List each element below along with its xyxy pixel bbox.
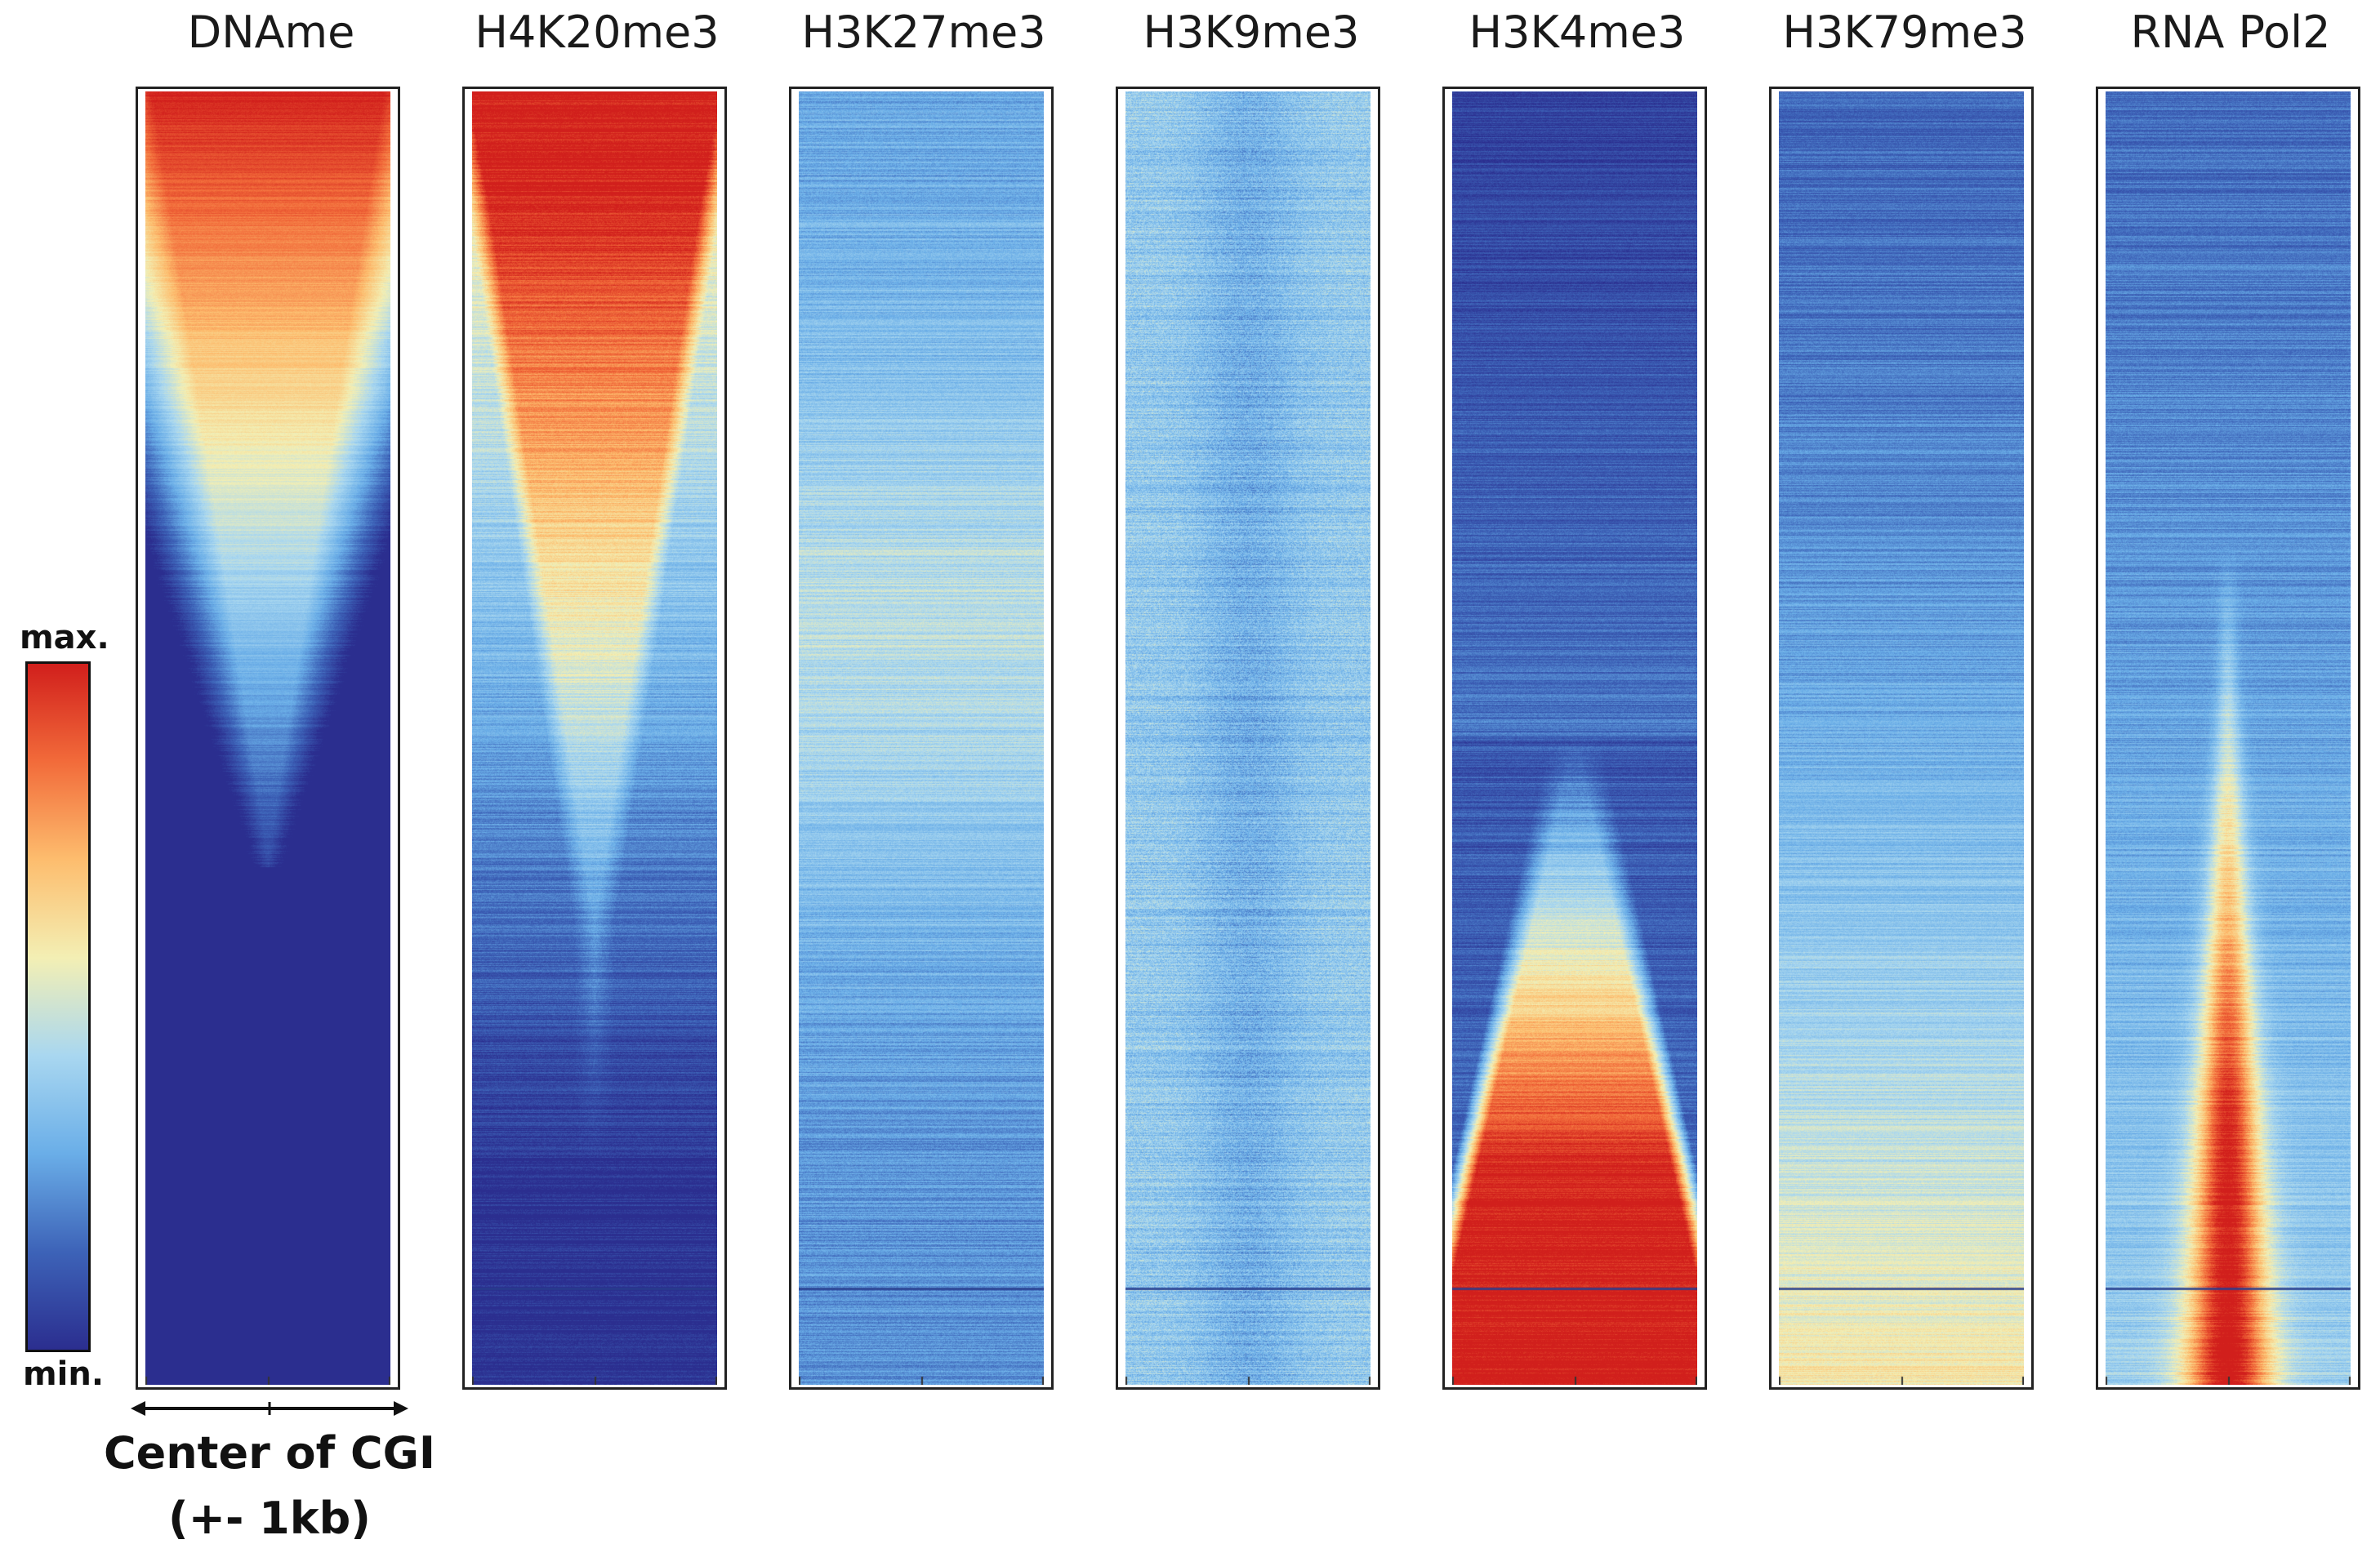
heatmap-panel-h3k9me3 (1116, 87, 1380, 1390)
colorbar-max-label: max. (20, 619, 109, 656)
heatmap-panel-h4k20me3 (462, 87, 727, 1390)
heatmap-panel-h3k4me3 (1442, 87, 1707, 1390)
panel-title-h3k27me3: H3K27me3 (801, 7, 1046, 58)
panel-title-h3k9me3: H3K9me3 (1143, 7, 1360, 58)
panel-title-h3k79me3: H3K79me3 (1782, 7, 2027, 58)
range-arrow (131, 1401, 408, 1416)
x-axis-label-line2: (+- 1kb) (168, 1493, 371, 1544)
panel-title-h3k4me3: H3K4me3 (1469, 7, 1686, 58)
heatmap-canvas-h3k4me3 (1452, 91, 1697, 1385)
heatmap-canvas-h4k20me3 (472, 91, 717, 1385)
panel-title-dname: DNAme (187, 7, 355, 58)
heatmap-canvas-h3k27me3 (799, 91, 1044, 1385)
heatmap-panel-h3k79me3 (1769, 87, 2034, 1390)
panel-title-rna-pol2: RNA Pol2 (2130, 7, 2331, 58)
heatmap-canvas-h3k9me3 (1125, 91, 1371, 1385)
heatmap-canvas-rna-pol2 (2106, 91, 2351, 1385)
colorbar (25, 661, 91, 1352)
heatmap-canvas-h3k79me3 (1779, 91, 2024, 1385)
heatmap-panel-rna-pol2 (2096, 87, 2360, 1390)
colorbar-min-label: min. (23, 1355, 105, 1393)
panel-title-h4k20me3: H4K20me3 (475, 7, 720, 58)
heatmap-panel-dname (136, 87, 400, 1390)
x-axis-label-line1: Center of CGI (103, 1427, 435, 1479)
heatmap-panel-h3k27me3 (789, 87, 1054, 1390)
heatmap-canvas-dname (145, 91, 390, 1385)
